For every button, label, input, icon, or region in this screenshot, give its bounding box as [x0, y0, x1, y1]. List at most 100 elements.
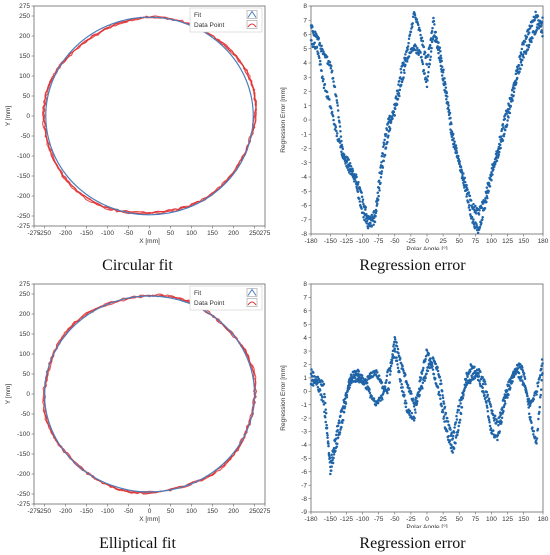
error-point	[353, 175, 356, 178]
x-tick-label: -275	[27, 230, 40, 237]
error-point	[386, 391, 389, 395]
error-point	[340, 425, 343, 429]
error-point	[470, 215, 474, 219]
error-point	[434, 377, 437, 380]
error-point	[395, 359, 399, 362]
error-point	[460, 170, 463, 174]
y-tick-label: 200	[19, 311, 30, 318]
y-tick-label: -8	[301, 231, 307, 238]
error-point	[478, 380, 481, 383]
error-point	[493, 160, 496, 164]
error-point	[318, 389, 322, 392]
error-point	[525, 389, 528, 393]
error-point	[317, 52, 320, 55]
error-point	[459, 165, 462, 169]
error-point	[401, 365, 404, 368]
error-point	[461, 396, 465, 400]
error-point	[519, 67, 522, 71]
error-point	[521, 53, 525, 56]
error-point	[485, 401, 488, 404]
error-point	[495, 159, 499, 162]
error-point	[364, 214, 367, 217]
error-point	[392, 345, 395, 348]
x-tick-label: -150	[80, 508, 93, 515]
error-point	[312, 384, 315, 387]
error-point	[516, 67, 519, 71]
error-point	[503, 399, 507, 403]
x-tick-label: 0	[148, 230, 152, 237]
error-point	[331, 461, 335, 465]
y-tick-label: 250	[19, 13, 30, 20]
error-point	[446, 420, 450, 423]
error-point	[398, 94, 401, 98]
x-tick-label: 125	[502, 238, 513, 245]
error-point	[536, 427, 540, 431]
error-point	[504, 128, 507, 132]
error-point	[416, 46, 419, 50]
error-point	[511, 86, 515, 89]
error-point	[330, 107, 333, 110]
error-point	[398, 79, 401, 83]
x-tick-label: -100	[356, 238, 369, 245]
error-point	[541, 16, 544, 19]
error-point	[505, 389, 509, 393]
error-point	[511, 88, 514, 91]
error-point	[538, 21, 542, 25]
y-axis-label: Y [mm]	[5, 106, 12, 127]
error-point	[402, 68, 406, 72]
error-point	[358, 200, 362, 203]
error-point	[335, 442, 339, 445]
error-point	[388, 373, 392, 376]
error-point	[430, 362, 434, 366]
error-point	[540, 378, 543, 382]
error-point	[469, 199, 473, 202]
error-point	[446, 100, 449, 104]
x-tick-label: -50	[390, 238, 400, 245]
error-point	[443, 405, 447, 409]
error-point	[450, 135, 454, 139]
error-point	[486, 196, 489, 200]
error-point	[484, 396, 487, 400]
x-tick-label: -180	[304, 516, 317, 523]
error-point	[415, 402, 419, 406]
error-point	[540, 31, 544, 34]
error-point	[457, 408, 461, 412]
error-point	[529, 415, 532, 419]
error-point	[390, 115, 393, 118]
error-point	[340, 409, 344, 413]
error-point	[435, 40, 438, 44]
error-point	[404, 399, 407, 403]
error-point	[522, 56, 525, 59]
error-point	[455, 418, 459, 421]
error-point	[381, 166, 385, 169]
error-point	[438, 394, 442, 397]
x-tick-label: 100	[486, 238, 497, 245]
error-point	[526, 48, 530, 51]
error-point	[457, 424, 461, 428]
x-tick-label: 100	[186, 230, 197, 237]
error-point	[436, 45, 439, 48]
error-point	[492, 168, 495, 171]
y-tick-label: 50	[23, 93, 31, 100]
y-tick-label: -100	[17, 153, 30, 160]
error-series-1	[309, 16, 544, 222]
error-point	[341, 418, 345, 422]
error-point	[321, 395, 324, 399]
error-point	[521, 58, 524, 62]
error-point	[467, 201, 470, 204]
error-point	[380, 172, 383, 176]
error-point	[460, 176, 464, 180]
error-point	[380, 154, 384, 158]
y-tick-label: 150	[19, 331, 30, 338]
error-point	[386, 140, 389, 144]
error-point	[421, 62, 425, 66]
error-point	[475, 212, 478, 215]
error-point	[366, 226, 370, 230]
error-point	[439, 49, 442, 53]
error-point	[397, 83, 400, 86]
error-point	[361, 200, 364, 203]
error-point	[377, 186, 381, 190]
error-point	[384, 132, 388, 136]
error-point	[385, 128, 389, 131]
error-point	[385, 378, 388, 382]
